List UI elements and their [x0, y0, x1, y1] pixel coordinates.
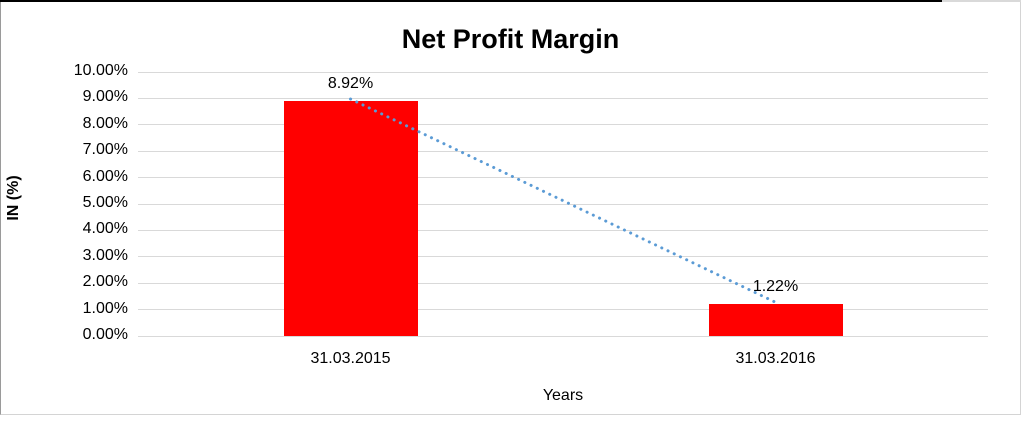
gridline — [138, 335, 988, 337]
bar-31.03.2015 — [283, 100, 418, 336]
chart-frame — [0, 0, 1021, 415]
trendline-path — [349, 97, 777, 304]
gridline — [138, 229, 988, 231]
gridline — [138, 124, 988, 126]
gridline — [138, 71, 988, 73]
y-tick-label: 3.00% — [82, 246, 128, 264]
y-tick-label: 4.00% — [82, 220, 128, 238]
gridline — [138, 150, 988, 152]
frame-top-border-tail — [942, 0, 1021, 2]
y-tick-label: 6.00% — [82, 167, 128, 185]
y-tick-label: 5.00% — [82, 194, 128, 211]
chart-title: Net Profit Margin — [401, 24, 620, 54]
y-axis-title: IN (%) — [5, 175, 22, 221]
x-tick-label: 31.03.2016 — [735, 350, 816, 367]
gridline — [138, 177, 988, 179]
gridline — [138, 203, 988, 205]
y-tick-label: 0.00% — [82, 326, 128, 343]
y-tick-label: 8.00% — [82, 114, 128, 132]
gridline — [138, 256, 988, 258]
plot-area — [138, 71, 988, 337]
y-tick-label: 7.00% — [82, 141, 128, 159]
gridline — [138, 309, 988, 311]
trendline — [349, 97, 777, 304]
y-tick-label: 9.00% — [82, 88, 128, 106]
bar-31.03.2016 — [708, 303, 843, 336]
data-label: 8.92% — [327, 74, 374, 92]
data-label: 1.22% — [752, 277, 799, 295]
gridline — [138, 282, 988, 284]
y-tick-label: 10.00% — [73, 62, 128, 79]
x-tick-label: 31.03.2015 — [310, 350, 391, 367]
frame-top-border — [0, 0, 942, 2]
gridline — [138, 97, 988, 99]
x-axis-title: Years — [542, 387, 584, 404]
y-tick-label: 2.00% — [82, 273, 128, 291]
y-tick-label: 1.00% — [82, 299, 128, 317]
